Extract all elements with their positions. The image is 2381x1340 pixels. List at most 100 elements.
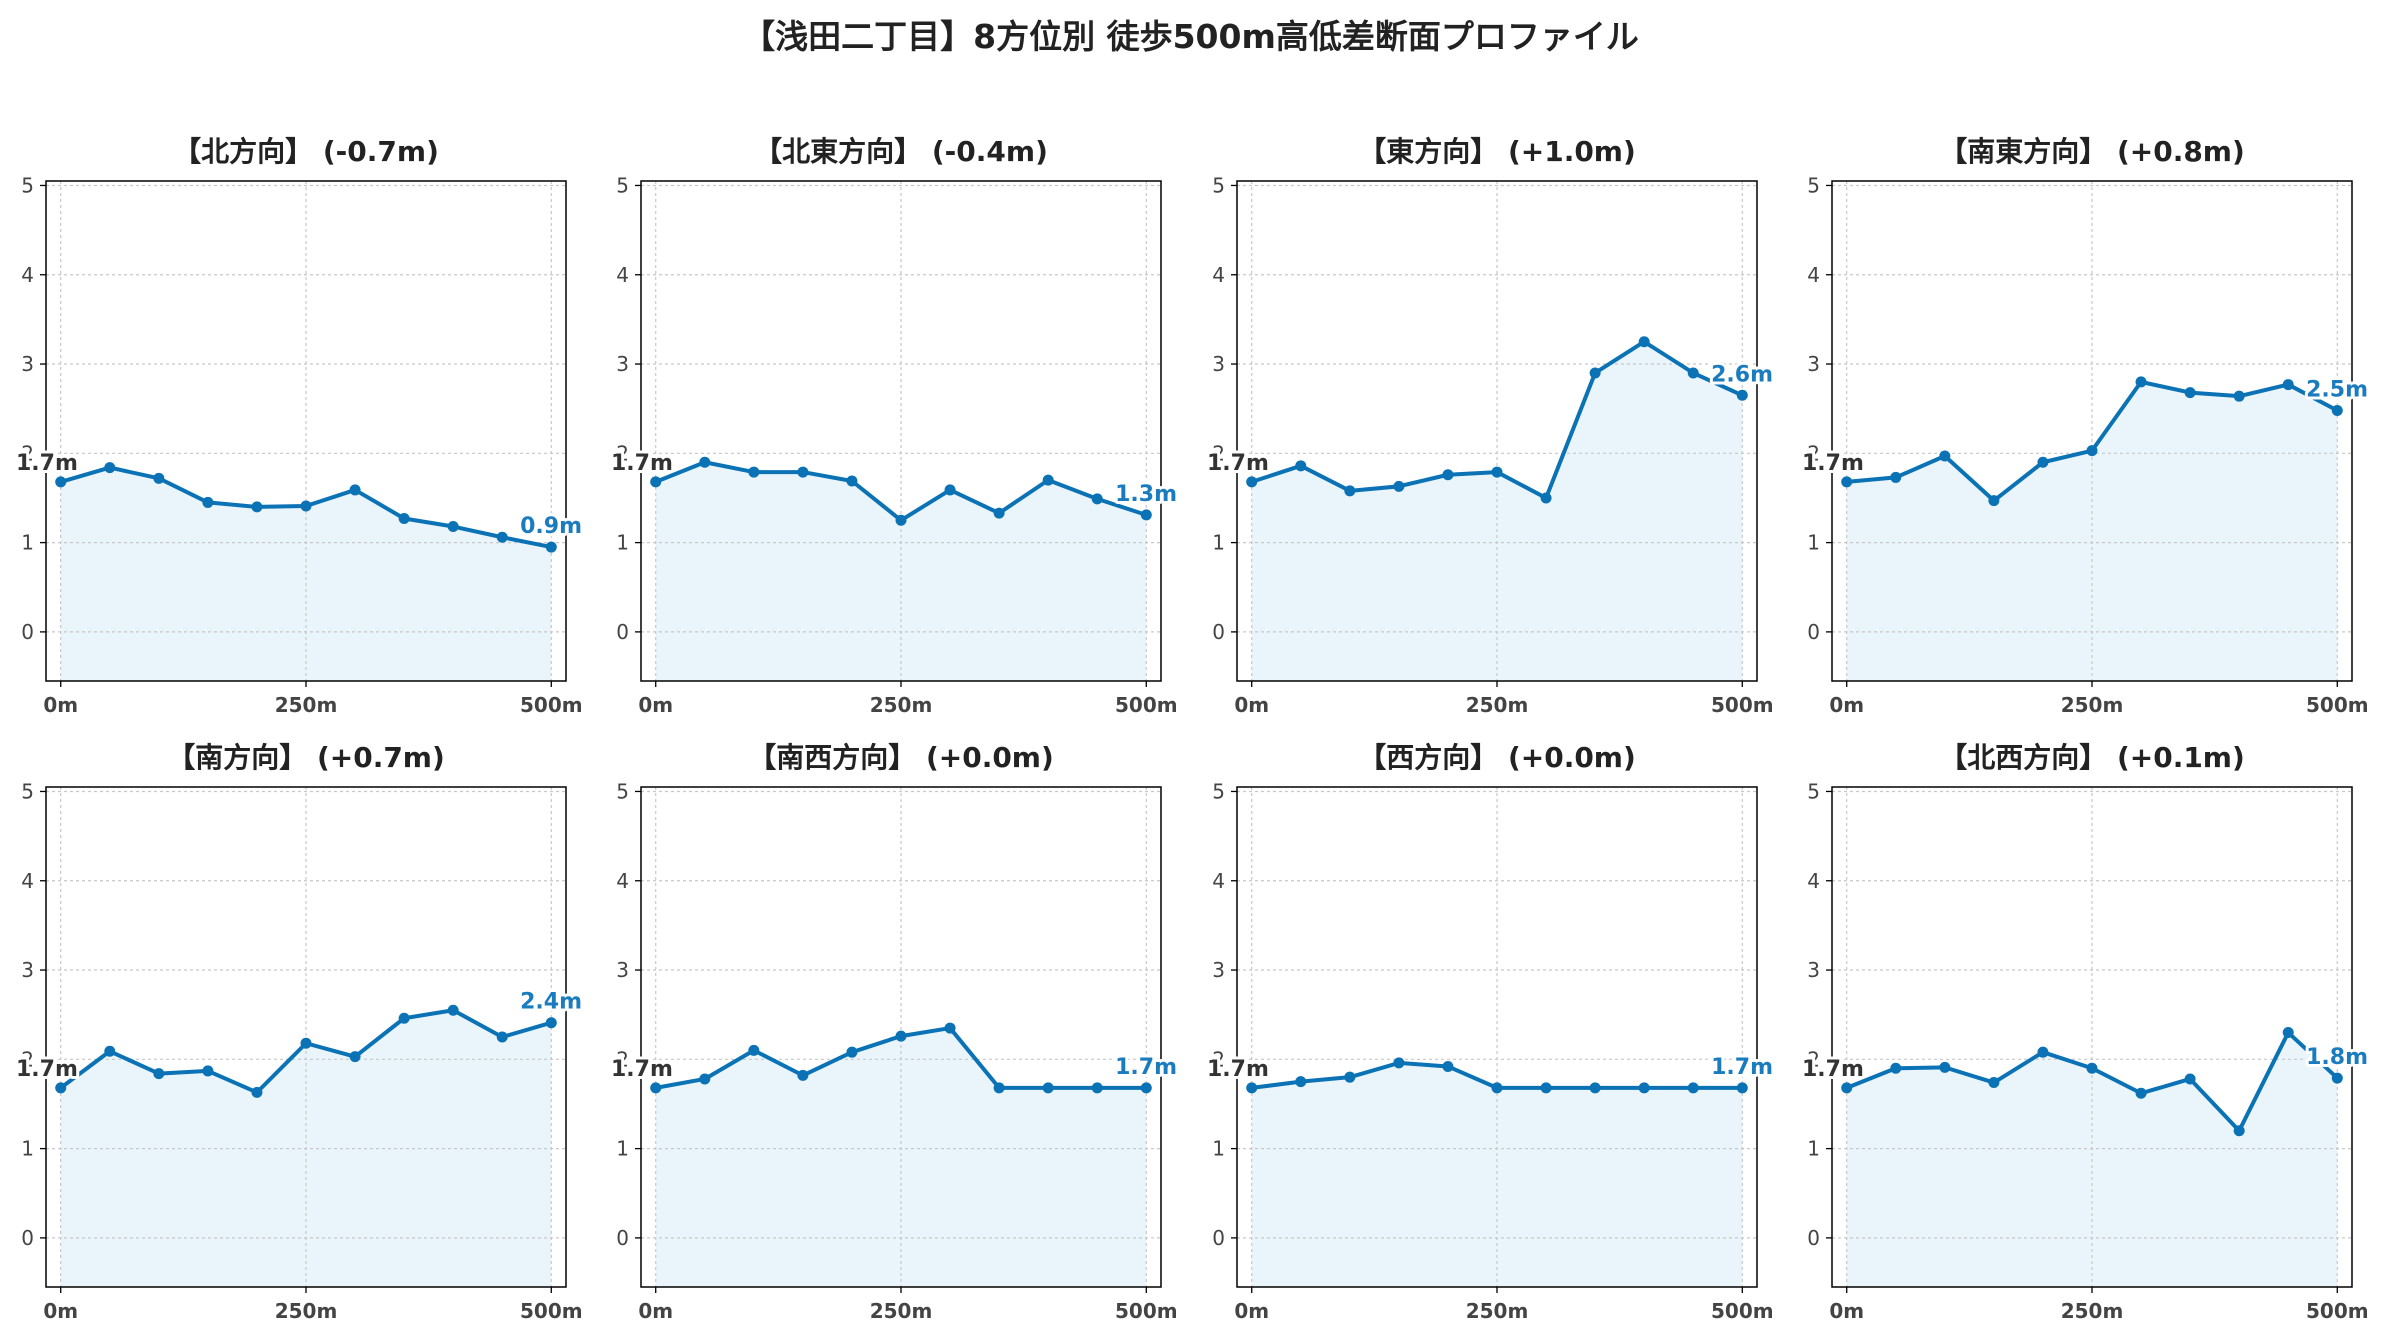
y-tick-label: 0 <box>1212 620 1225 644</box>
x-tick-label: 0m <box>43 1299 78 1323</box>
data-point <box>1638 336 1650 348</box>
end-value-label: 0.9m <box>520 514 582 539</box>
y-tick-label: 2 <box>1212 1047 1225 1071</box>
y-tick-label: 4 <box>1212 869 1225 893</box>
x-tick-label: 250m <box>275 1299 338 1323</box>
data-point <box>895 514 907 526</box>
data-point <box>496 531 508 543</box>
data-point <box>1295 1076 1307 1088</box>
y-tick-label: 1 <box>1212 1137 1225 1161</box>
data-point <box>993 507 1005 519</box>
data-point <box>993 1082 1005 1094</box>
data-point <box>202 1065 214 1077</box>
data-point <box>650 476 662 488</box>
area-fill <box>1251 1062 1743 1287</box>
y-tick-label: 2 <box>1212 441 1225 465</box>
y-tick-label: 3 <box>616 958 629 982</box>
x-tick-label: 0m <box>1234 693 1269 717</box>
area-fill <box>655 1028 1147 1287</box>
y-tick-label: 5 <box>1807 173 1820 197</box>
data-point <box>2331 404 2343 416</box>
y-tick-label: 4 <box>1807 263 1820 287</box>
data-point <box>1687 1082 1699 1094</box>
y-tick-label: 1 <box>1212 531 1225 555</box>
data-point <box>650 1082 662 1094</box>
subplot-1: 0 1 2 3 4 5 0m 250m 500m 【北東方向】 (-0.4m) 1.7m 1.3m <box>608 135 1180 717</box>
y-tick-label: 1 <box>21 531 34 555</box>
main-title: 【浅田二丁目】8方位別 徒歩500m高低差断面プロファイル <box>742 17 1639 56</box>
data-point <box>1442 469 1454 481</box>
data-point <box>1344 485 1356 497</box>
start-value-label: 1.7m <box>1802 1057 1864 1082</box>
y-tick-label: 5 <box>1807 779 1820 803</box>
data-point <box>398 1012 410 1024</box>
y-tick-label: 2 <box>616 441 629 465</box>
data-point <box>1295 460 1307 472</box>
y-tick-label: 3 <box>1807 352 1820 376</box>
subplot-title: 【西方向】 (+0.0m) <box>1358 741 1636 774</box>
x-tick-label: 500m <box>1711 1299 1774 1323</box>
data-point <box>398 513 410 524</box>
data-point <box>2282 379 2294 391</box>
data-point <box>55 1082 67 1094</box>
subplot-title: 【南西方向】 (+0.0m) <box>748 741 1054 774</box>
data-point <box>1344 1071 1356 1083</box>
y-tick-label: 1 <box>616 1137 629 1161</box>
data-point <box>2037 1046 2049 1058</box>
data-point <box>300 1037 312 1049</box>
x-tick-label: 0m <box>1829 1299 1864 1323</box>
x-tick-label: 500m <box>2306 1299 2369 1323</box>
start-value-label: 1.7m <box>16 1057 78 1082</box>
data-point <box>349 1051 361 1063</box>
y-tick-label: 0 <box>1807 1226 1820 1250</box>
data-point <box>2233 390 2245 402</box>
data-point <box>2037 456 2049 468</box>
end-value-label: 1.8m <box>2306 1045 2368 1070</box>
end-value-label: 2.4m <box>520 990 582 1015</box>
y-tick-label: 4 <box>21 869 34 893</box>
data-point <box>1091 493 1103 505</box>
subplot-title: 【北西方向】 (+0.1m) <box>1939 741 2245 774</box>
y-tick-label: 3 <box>21 352 34 376</box>
subplot-3: 0 1 2 3 4 5 0m 250m 500m 【南東方向】 (+0.8m) 1.7m 2.5m <box>1799 135 2371 717</box>
x-tick-label: 500m <box>520 1299 583 1323</box>
data-point <box>2086 1062 2098 1074</box>
data-point <box>895 1030 907 1042</box>
y-tick-label: 2 <box>1807 1047 1820 1071</box>
data-point <box>1589 1082 1601 1094</box>
data-point <box>2086 445 2098 457</box>
y-tick-label: 5 <box>21 779 34 803</box>
y-tick-label: 2 <box>616 1047 629 1071</box>
data-point <box>748 1044 760 1056</box>
data-point <box>944 1022 956 1034</box>
x-tick-label: 0m <box>638 693 673 717</box>
y-tick-label: 4 <box>1807 869 1820 893</box>
data-point <box>1736 389 1748 401</box>
data-point <box>202 496 214 508</box>
data-point <box>1042 474 1054 486</box>
data-point <box>846 1046 858 1058</box>
data-point <box>1246 1082 1258 1094</box>
x-tick-label: 250m <box>870 693 933 717</box>
data-point <box>1939 450 1951 462</box>
data-point <box>2282 1027 2294 1039</box>
data-point <box>2233 1125 2245 1137</box>
y-tick-label: 0 <box>21 1226 34 1250</box>
y-tick-label: 2 <box>21 1047 34 1071</box>
y-tick-label: 0 <box>21 620 34 644</box>
data-point <box>2331 1072 2343 1084</box>
area-fill <box>60 467 552 681</box>
y-tick-label: 1 <box>1807 531 1820 555</box>
data-point <box>153 472 165 484</box>
y-tick-label: 3 <box>21 958 34 982</box>
data-point <box>1540 1082 1552 1094</box>
data-point <box>1890 471 1902 483</box>
subplot-2: 0 1 2 3 4 5 0m 250m 500m 【東方向】 (+1.0m) 1.7m 2.6m <box>1204 135 1776 717</box>
data-point <box>1442 1060 1454 1072</box>
y-tick-label: 2 <box>1807 441 1820 465</box>
y-tick-label: 4 <box>616 869 629 893</box>
y-tick-label: 2 <box>21 441 34 465</box>
data-point <box>1246 476 1258 488</box>
data-point <box>55 476 67 488</box>
end-value-label: 1.3m <box>1115 482 1177 507</box>
